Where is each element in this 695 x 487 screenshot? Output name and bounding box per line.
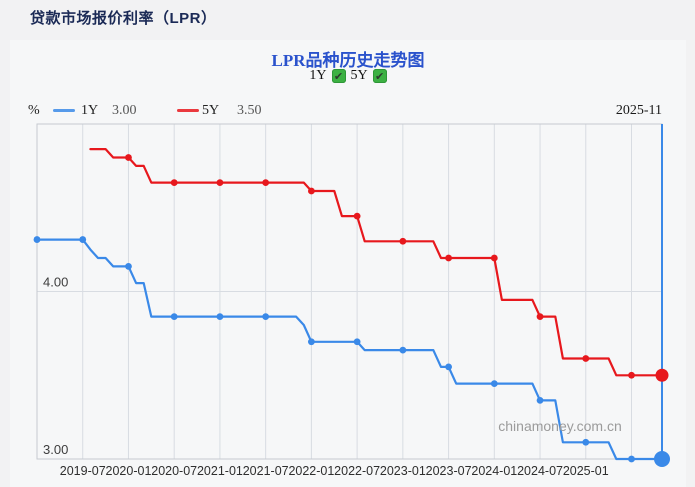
series-1y-point <box>216 313 224 321</box>
x-axis-label: 2023-01 <box>380 464 426 478</box>
checkmark-icon: ✔ <box>333 69 344 83</box>
series-1y-point <box>33 236 41 243</box>
toggle-5y-label: 5Y <box>350 68 368 83</box>
x-axis-label: 2022-01 <box>288 464 334 478</box>
series-5y-point <box>170 179 178 187</box>
series-5y-point <box>125 154 132 161</box>
series-5y-point <box>536 313 544 321</box>
x-axis-label: 2020-01 <box>106 464 152 478</box>
series-1y-point <box>170 313 178 321</box>
legend-1y-line-swatch <box>53 109 75 112</box>
x-axis-label: 2022-07 <box>334 464 380 478</box>
chart-title: LPR品种历史走势图 <box>271 51 425 70</box>
series-5y-point <box>262 179 270 187</box>
x-axis-label: 2024-01 <box>471 464 517 478</box>
legend-5y-label: 5Y <box>202 103 220 118</box>
series-5y-point <box>399 237 407 245</box>
x-axis-label: 2023-07 <box>426 464 472 478</box>
series-1y-line <box>35 238 664 461</box>
legend-row: % 1Y 3.00 5Y 3.50 2025-11 <box>10 102 686 120</box>
toggle-5y-checkbox[interactable]: ✔ <box>372 69 387 83</box>
series-1y-point <box>79 236 87 243</box>
series-5y-point <box>490 254 498 262</box>
series-1y-point <box>353 338 361 346</box>
checkmark-icon: ✔ <box>375 69 385 83</box>
series-1y-point <box>262 313 270 321</box>
legend-1y-label: 1Y <box>81 103 99 118</box>
series-1y-point <box>307 338 315 346</box>
legend-1y-value: 3.00 <box>112 103 137 118</box>
series-5y-point <box>216 179 224 187</box>
y-axis-label: 3.00 <box>43 442 68 457</box>
toggle-1y-label: 1Y <box>309 68 327 83</box>
x-axis-label: 2021-07 <box>243 464 289 478</box>
series-5y-current-dot <box>655 368 669 382</box>
chart-card: LPR品种历史走势图 1Y ✔ 5Y ✔ % 1Y 3.00 5Y 3.50 2… <box>10 40 686 487</box>
toggle-1y-checkbox[interactable]: ✔ <box>331 69 346 83</box>
series-1y-point <box>490 380 498 388</box>
series-5y-line <box>89 148 664 377</box>
legend-5y-value: 3.50 <box>237 103 262 118</box>
series-1y-current-dot <box>654 451 670 467</box>
watermark: chinamoney.com.cn <box>498 418 621 434</box>
series-5y-point <box>445 254 452 262</box>
y-axis-label: 4.00 <box>43 275 68 290</box>
page-title: 贷款市场报价利率（LPR） <box>30 10 217 27</box>
series-5y-point <box>353 212 361 220</box>
series-5y-point <box>307 187 315 195</box>
series-1y-point <box>582 438 590 446</box>
current-date-label: 2025-11 <box>615 103 662 118</box>
x-axis-label: 2021-01 <box>197 464 243 478</box>
series-1y-point <box>445 363 452 371</box>
series-5y-point <box>582 355 590 362</box>
series-1y-point <box>399 346 407 354</box>
x-axis-label: 2025-01 <box>563 464 609 478</box>
x-axis-label: 2020-07 <box>151 464 197 478</box>
series-1y-point <box>536 396 544 404</box>
series-1y-point <box>125 262 132 270</box>
series-5y-point <box>628 371 635 379</box>
legend-5y-line-swatch <box>177 109 199 112</box>
x-axis-label: 2024-07 <box>517 464 563 478</box>
x-axis-label: 2019-07 <box>60 464 106 478</box>
series-toggle-row: 1Y ✔ 5Y ✔ <box>10 68 686 84</box>
series-1y-point <box>628 455 635 463</box>
y-axis-unit-label: % <box>28 103 40 118</box>
